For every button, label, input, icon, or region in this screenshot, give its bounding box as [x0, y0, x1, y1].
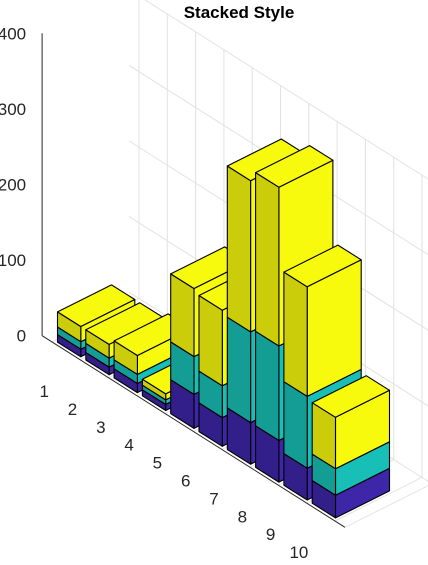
- category-tick-label: 6: [181, 471, 190, 490]
- bar-side-face: [226, 316, 252, 424]
- category-tick-label: 4: [124, 436, 133, 455]
- grid-edge: [344, 485, 428, 528]
- bar-segment: [283, 244, 362, 397]
- category-tick-label: 2: [68, 400, 77, 419]
- tick-labels: 0 100 200 300 400 1 234 567 89 10: [0, 24, 308, 562]
- z-tick-label: 200: [0, 176, 26, 195]
- category-tick-label: 8: [238, 507, 247, 526]
- bars: [56, 138, 391, 519]
- category-tick-label: 9: [266, 525, 275, 544]
- chart-title: Stacked Style: [184, 3, 295, 22]
- z-tick-label: 400: [0, 24, 26, 43]
- z-tick-label: 100: [0, 251, 26, 270]
- bar-side-face: [255, 172, 280, 347]
- category-tick-label: 1: [39, 382, 48, 401]
- bar-segment: [311, 467, 391, 519]
- z-tick-label: 300: [0, 100, 26, 119]
- bar-side-face: [198, 294, 223, 387]
- grid-line-category: [51, 0, 140, 343]
- axes: [41, 33, 346, 528]
- x-axis-line: [41, 335, 346, 528]
- bar-side-face: [226, 165, 252, 333]
- category-tick-label: 3: [96, 418, 105, 437]
- bar-segment: [311, 375, 391, 470]
- category-tick-label: 10: [289, 543, 308, 562]
- bar-segment: [255, 145, 334, 347]
- bar-top-face: [56, 284, 136, 328]
- category-tick-label: 5: [153, 454, 162, 473]
- bar-top-face: [255, 145, 334, 188]
- z-tick-label: 0: [17, 327, 26, 346]
- bar-side-face: [255, 330, 280, 442]
- bar-top-face: [311, 375, 391, 418]
- bar-top-face: [283, 244, 362, 288]
- bar-side-face: [283, 271, 308, 397]
- bar-stack: [311, 375, 391, 519]
- grid-line-category: [334, 175, 423, 522]
- category-tick-label: 7: [209, 489, 218, 508]
